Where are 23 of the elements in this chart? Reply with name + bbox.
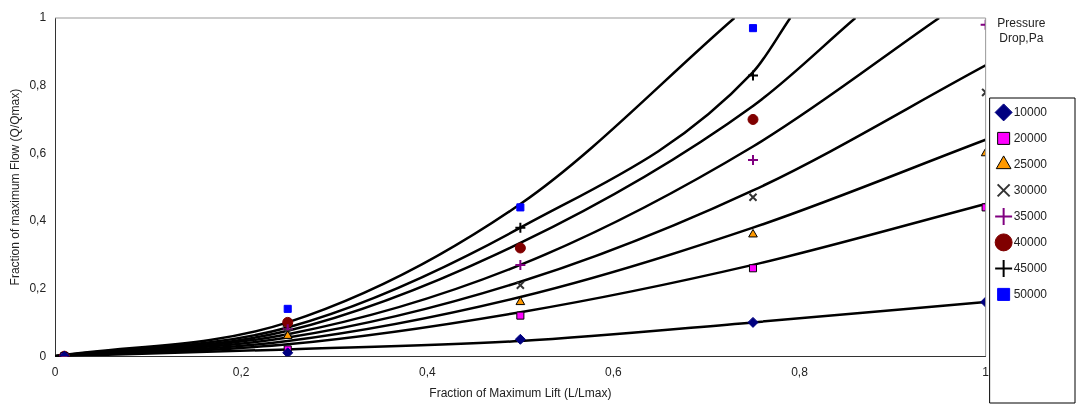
- y-axis-title: Fraction of maximum Flow (Q/Qmax): [7, 88, 22, 286]
- y-tick-label: 0,8: [29, 77, 47, 92]
- y-tick-label: 0,4: [29, 213, 47, 228]
- legend-label: 40000: [1013, 234, 1048, 249]
- y-tick-label: 0,2: [29, 280, 47, 295]
- x-axis-title: Fraction of Maximum Lift (L/Lmax): [429, 386, 612, 401]
- legend-label: 10000: [1013, 104, 1048, 119]
- x-tick-label: 0,4: [418, 364, 436, 379]
- x-tick-label: 0: [51, 364, 59, 379]
- y-tick-label: 0,6: [29, 145, 47, 160]
- x-tick-label: 0,2: [232, 364, 250, 379]
- y-tick-label: 1: [39, 10, 47, 25]
- legend-label: 50000: [1013, 286, 1048, 301]
- legend-label: 20000: [1013, 130, 1048, 145]
- y-tick-label: 0: [39, 348, 47, 363]
- legend-label: 25000: [1013, 156, 1048, 171]
- legend-label: 45000: [1013, 260, 1048, 275]
- x-tick-label: 1: [982, 364, 990, 379]
- legend-label: 30000: [1013, 182, 1048, 197]
- legend-label: 35000: [1013, 208, 1048, 223]
- x-tick-label: 0,6: [605, 364, 623, 379]
- x-tick-label: 0,8: [791, 364, 809, 379]
- legend-title: Pressure Drop,Pa: [997, 16, 1046, 45]
